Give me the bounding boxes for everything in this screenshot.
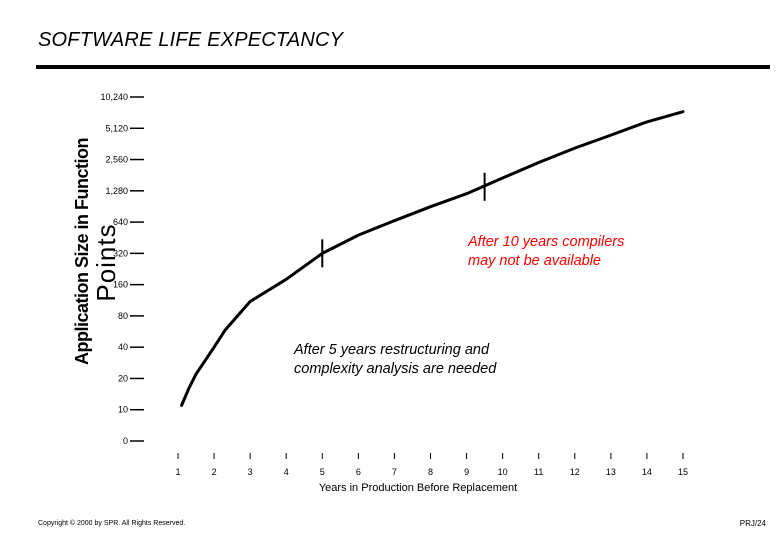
x-tick-label: 11 — [534, 467, 543, 477]
x-tick-label: 13 — [606, 467, 616, 477]
x-tick-label: 15 — [678, 467, 688, 477]
x-tick-label: 5 — [320, 467, 325, 477]
series-line — [180, 110, 685, 407]
x-tick-label: 10 — [498, 467, 508, 477]
x-tick-label: 4 — [284, 467, 289, 477]
x-axis-label: Years in Production Before Replacement — [318, 482, 518, 494]
title-rule — [36, 65, 770, 69]
x-tick-label: 2 — [212, 467, 217, 477]
x-tick-label: 3 — [248, 467, 253, 477]
chart-title: SOFTWARE LIFE EXPECTANCY — [38, 29, 344, 51]
annotation-restructuring-line-1: After 5 years restructuring and — [294, 342, 490, 358]
y-tick-label: 5,120 — [105, 123, 128, 133]
y-tick-label: 0 — [123, 436, 128, 446]
x-tick-label: 12 — [570, 467, 580, 477]
y-tick-label: 320 — [113, 248, 128, 258]
y-tick-label: 10 — [118, 405, 128, 415]
y-tick-label: 40 — [118, 342, 128, 352]
annotation-restructuring: After 5 years restructuring and complexi… — [294, 341, 496, 379]
x-tick-label: 7 — [392, 467, 397, 477]
annotation-compilers: After 10 years compilers may not be avai… — [468, 233, 624, 271]
y-tick-label: 640 — [113, 217, 128, 227]
x-tick-label: 1 — [175, 467, 180, 477]
x-tick-label: 14 — [642, 467, 652, 477]
y-tick-label: 10,240 — [100, 92, 128, 102]
x-tick-label: 6 — [356, 467, 361, 477]
x-tick-label: 8 — [428, 467, 433, 477]
y-tick-label: 2,560 — [105, 155, 128, 165]
y-tick-label: 160 — [113, 280, 128, 290]
y-tick-label: 1,280 — [105, 186, 128, 196]
y-axis-label-line-2: Points — [91, 223, 121, 302]
annotation-compilers-line-2: may not be available — [468, 253, 601, 269]
annotation-compilers-line-1: After 10 years compilers — [468, 234, 625, 250]
y-tick-label: 20 — [118, 373, 128, 383]
annotation-restructuring-line-2: complexity analysis are needed — [294, 361, 497, 377]
page-number: PRJ/24 — [739, 519, 766, 528]
y-axis-label-line-1: Application Size in Function — [72, 138, 92, 365]
x-tick-label: 9 — [464, 467, 469, 477]
copyright-text: Copyright © 2000 by SPR. All Rights Rese… — [38, 520, 186, 527]
y-axis-label: Application Size in Function Points — [72, 138, 132, 365]
y-tick-label: 80 — [118, 311, 128, 321]
